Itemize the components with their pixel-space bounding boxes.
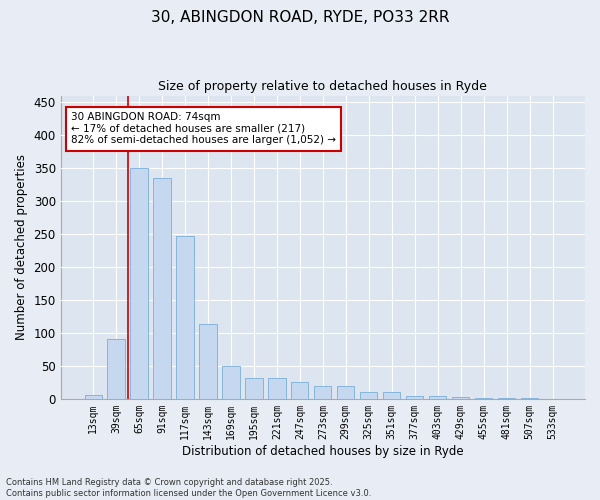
Bar bbox=[498, 398, 515, 399]
Bar bbox=[337, 386, 355, 399]
Bar bbox=[176, 236, 194, 399]
Y-axis label: Number of detached properties: Number of detached properties bbox=[15, 154, 28, 340]
Bar bbox=[521, 398, 538, 399]
Bar bbox=[452, 397, 469, 399]
Text: 30 ABINGDON ROAD: 74sqm
← 17% of detached houses are smaller (217)
82% of semi-d: 30 ABINGDON ROAD: 74sqm ← 17% of detache… bbox=[71, 112, 336, 146]
Title: Size of property relative to detached houses in Ryde: Size of property relative to detached ho… bbox=[158, 80, 487, 93]
Bar bbox=[406, 396, 424, 399]
Bar bbox=[245, 378, 263, 399]
Bar bbox=[199, 324, 217, 399]
Bar bbox=[429, 396, 446, 399]
Bar bbox=[85, 395, 102, 399]
Text: Contains HM Land Registry data © Crown copyright and database right 2025.
Contai: Contains HM Land Registry data © Crown c… bbox=[6, 478, 371, 498]
Bar bbox=[475, 398, 492, 399]
Bar bbox=[383, 392, 400, 399]
Bar bbox=[268, 378, 286, 399]
X-axis label: Distribution of detached houses by size in Ryde: Distribution of detached houses by size … bbox=[182, 444, 464, 458]
Bar bbox=[291, 382, 308, 399]
Bar bbox=[314, 386, 331, 399]
Bar bbox=[223, 366, 239, 399]
Bar bbox=[107, 340, 125, 399]
Bar bbox=[360, 392, 377, 399]
Text: 30, ABINGDON ROAD, RYDE, PO33 2RR: 30, ABINGDON ROAD, RYDE, PO33 2RR bbox=[151, 10, 449, 25]
Bar bbox=[154, 178, 170, 399]
Bar bbox=[130, 168, 148, 399]
